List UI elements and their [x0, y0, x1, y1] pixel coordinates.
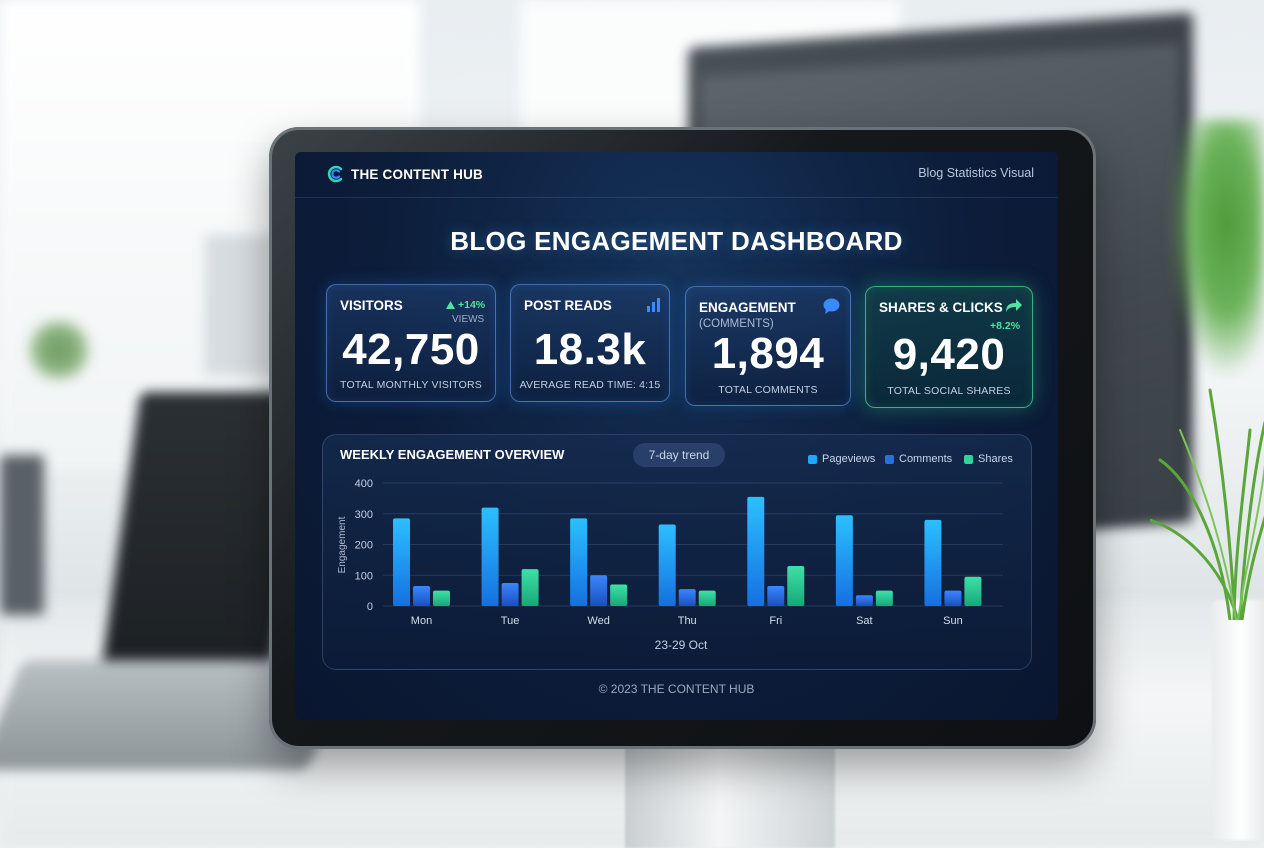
legend-label: Comments [899, 453, 953, 465]
bar-comments-thu[interactable] [678, 589, 696, 606]
x-tick-label: Wed [587, 615, 609, 627]
x-tick-label: Sun [943, 615, 963, 627]
kpi-value: 9,420 [892, 330, 1006, 379]
dashboard-screen: THE CONTENT HUB Blog Statistics Visual B… [295, 152, 1058, 720]
top-bar: THE CONTENT HUB Blog Statistics Visual [295, 152, 1058, 198]
x-tick-label: Fri [769, 615, 782, 627]
bar-shares-sun[interactable] [964, 576, 982, 606]
bar-chart: Engagement 23-29 Oct 0 100 200 300 400 Mon Tu… [337, 478, 1003, 652]
tablet-stand [625, 735, 835, 848]
bar-pageviews-sat[interactable] [835, 515, 853, 606]
kpi-value: 1,894 [711, 329, 825, 378]
background-plant [1170, 120, 1264, 380]
bar-pageviews-sun[interactable] [924, 519, 942, 606]
bar-pageviews-wed[interactable] [570, 518, 588, 606]
footer-copyright: © 2023 THE CONTENT HUB [598, 682, 755, 696]
bar-pageviews-fri[interactable] [747, 496, 765, 606]
weekly-chart-panel: WEEKLY ENGAGEMENT OVERVIEW 7-day trend P… [322, 434, 1032, 670]
kpi-value: 18.3k [533, 325, 647, 374]
legend-item-pageviews[interactable]: Pageviews [808, 453, 875, 465]
kpi-delta: +14% [458, 299, 486, 311]
kpi-caption: TOTAL MONTHLY VISITORS [340, 379, 482, 391]
y-axis-label: Engagement [337, 516, 348, 573]
legend-swatch [808, 454, 817, 464]
background-monitor [205, 235, 275, 375]
chart-title: WEEKLY ENGAGEMENT OVERVIEW [340, 447, 565, 462]
page-title: BLOG ENGAGEMENT DASHBOARD [450, 226, 903, 256]
kpi-caption: AVERAGE READ TIME: 4:15 [519, 379, 661, 391]
kpi-label: VISITORS [340, 298, 403, 313]
y-tick-label: 400 [355, 478, 373, 490]
bar-comments-mon[interactable] [413, 586, 430, 606]
kpi-card-engagement[interactable]: ENGAGEMENT (COMMENTS) 1,894 TOTAL COMMEN… [685, 286, 851, 406]
background-chair [0, 455, 44, 615]
grass-plant [1150, 388, 1264, 620]
background-plant [24, 320, 94, 380]
y-tick-label: 100 [355, 570, 373, 582]
bar-pageviews-thu[interactable] [658, 524, 676, 606]
legend-label: Pageviews [822, 453, 876, 465]
trend-up-icon [446, 301, 455, 309]
y-tick-label: 300 [355, 509, 373, 521]
legend-label: Shares [978, 453, 1013, 465]
plant-pot [1212, 600, 1264, 840]
kpi-delta: +8.2% [990, 320, 1021, 332]
kpi-card-shares[interactable]: SHARES & CLICKS +8.2% 9,420 TOTAL SOCIAL… [865, 286, 1033, 408]
x-tick-label: Sat [856, 615, 873, 627]
kpi-label: SHARES & CLICKS [879, 300, 1003, 315]
logo-icon [327, 165, 343, 183]
bar-comments-fri[interactable] [767, 586, 785, 606]
kpi-caption: TOTAL COMMENTS [718, 384, 818, 396]
kpi-sublabel: (COMMENTS) [699, 318, 774, 330]
y-tick-label: 200 [355, 540, 373, 552]
bar-shares-fri[interactable] [787, 566, 805, 606]
legend-item-shares[interactable]: Shares [964, 453, 1013, 465]
bar-comments-tue[interactable] [501, 582, 519, 606]
kpi-delta-sub: VIEWS [452, 314, 485, 325]
bar-shares-sat[interactable] [875, 590, 893, 606]
bar-shares-tue[interactable] [521, 569, 539, 606]
speech-bubble-icon [823, 298, 840, 314]
bar-comments-wed[interactable] [590, 575, 608, 606]
bar-pageviews-mon[interactable] [393, 518, 410, 606]
bar-shares-thu[interactable] [698, 590, 716, 606]
x-axis-label: 23-29 Oct [655, 638, 708, 652]
kpi-label: POST READS [524, 298, 612, 313]
bar-pageviews-tue[interactable] [481, 507, 499, 606]
legend-swatch [885, 454, 894, 464]
trend-chip[interactable]: 7-day trend [633, 443, 725, 467]
kpi-caption: TOTAL SOCIAL SHARES [887, 385, 1011, 397]
kpi-card-post-reads[interactable]: POST READS 18.3k AVERAGE READ TIME: 4:15 [510, 284, 670, 402]
legend-swatch [964, 454, 973, 464]
header-subtitle: Blog Statistics Visual [918, 166, 1034, 180]
y-tick-label: 0 [367, 601, 373, 613]
legend-item-comments[interactable]: Comments [885, 453, 952, 465]
kpi-value: 42,750 [342, 325, 480, 374]
bar-chart-icon [647, 298, 660, 312]
brand-name: THE CONTENT HUB [351, 167, 483, 182]
kpi-label: ENGAGEMENT [699, 300, 796, 315]
kpi-card-visitors[interactable]: VISITORS +14% VIEWS 42,750 TOTAL MONTHLY… [326, 284, 496, 402]
bar-shares-mon[interactable] [433, 590, 450, 606]
x-tick-label: Tue [501, 615, 520, 627]
bar-shares-wed[interactable] [610, 584, 628, 606]
bar-comments-sun[interactable] [944, 590, 962, 606]
bar-comments-sat[interactable] [855, 595, 873, 606]
share-arrow-icon [1006, 299, 1022, 312]
x-tick-label: Thu [678, 615, 697, 627]
x-tick-label: Mon [411, 615, 432, 627]
